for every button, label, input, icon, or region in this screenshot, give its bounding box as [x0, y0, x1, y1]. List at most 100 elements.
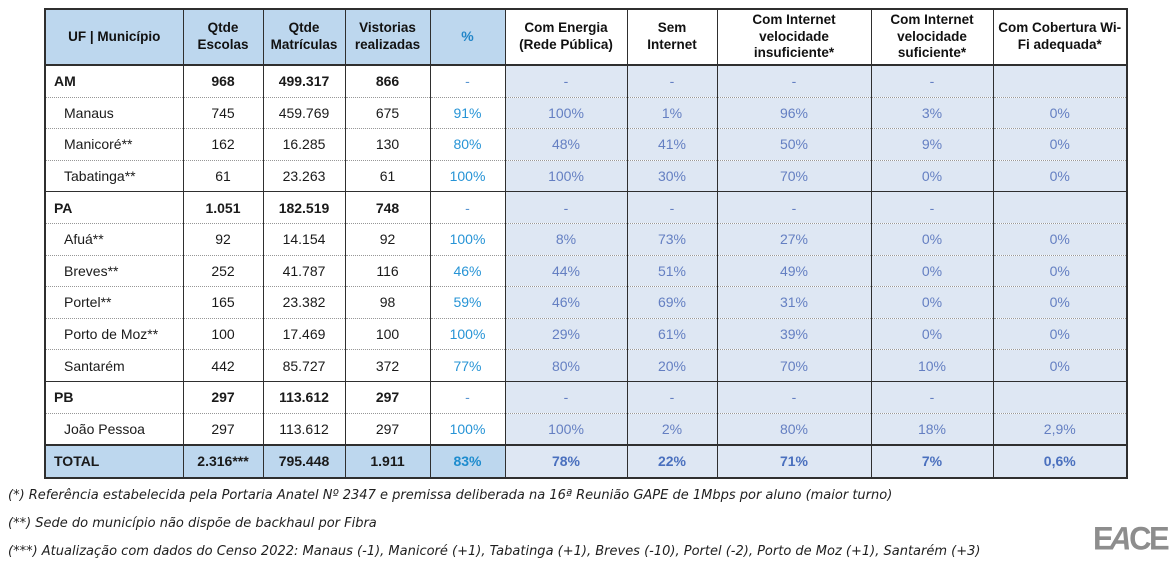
table-row: Afuá** 92 14.154 92 100% 8% 73% 27% 0% 0%	[44, 222, 1128, 256]
cell: -	[429, 380, 506, 414]
cell: 0%	[870, 254, 994, 287]
row-label: Tabatinga**	[44, 159, 184, 192]
cell: 100%	[429, 412, 506, 446]
row-label: Manaus	[44, 96, 184, 129]
cell: 1%	[626, 96, 718, 129]
row-label: PB	[44, 380, 184, 414]
cell: 61	[344, 159, 431, 192]
cell: 51%	[626, 254, 718, 287]
cell: -	[504, 64, 628, 98]
cell: 100%	[429, 317, 506, 350]
cell: 162	[182, 128, 264, 161]
table-row: Porto de Moz** 100 17.469 100 100% 29% 61% 39% 0…	[44, 317, 1128, 350]
table-row: Manaus 745 459.769 675 91% 100% 1% 96% 3% 0%	[44, 96, 1128, 129]
cell: 17.469	[262, 317, 346, 350]
cell: 113.612	[262, 412, 346, 446]
cell: 29%	[504, 317, 628, 350]
table-row: PA 1.051 182.519 748- - - - -	[44, 191, 1128, 224]
footnote-censo: (***) Atualização com dados do Censo 202…	[8, 544, 981, 559]
cell: -	[870, 380, 994, 414]
cell: 92	[344, 222, 431, 256]
column-header: Qtde Escolas	[182, 9, 264, 66]
cell: -	[429, 64, 506, 98]
cell: 0%	[992, 317, 1128, 350]
cell: 61	[182, 159, 264, 192]
cell: 10%	[870, 349, 994, 382]
cell: 18%	[870, 412, 994, 446]
row-label: PA	[44, 191, 184, 224]
cell: -	[716, 191, 872, 224]
cell: 83%	[429, 444, 506, 478]
table-row: Tabatinga** 61 23.263 61 100% 100% 30% 70% 0% 0%	[44, 159, 1128, 192]
row-label: Manicoré**	[44, 128, 184, 161]
cell: 0%	[992, 222, 1128, 256]
cell: 252	[182, 254, 264, 287]
cell: 71%	[716, 444, 872, 478]
cell: 96%	[716, 96, 872, 129]
cell: 795.448	[262, 444, 346, 478]
cell: 0%	[992, 96, 1128, 129]
cell: 73%	[626, 222, 718, 256]
cell: 0%	[992, 254, 1128, 287]
cell: 9%	[870, 128, 994, 161]
cell: 100	[182, 317, 264, 350]
cell: 22%	[626, 444, 718, 478]
row-label: Afuá**	[44, 222, 184, 256]
logo-letter: E	[1093, 520, 1114, 557]
cell: 0%	[870, 159, 994, 192]
cell: 297	[182, 412, 264, 446]
cell: 85.727	[262, 349, 346, 382]
cell: 297	[344, 412, 431, 446]
cell	[992, 380, 1128, 414]
eace-logo: EACE	[1093, 520, 1170, 558]
cell: -	[626, 191, 718, 224]
cell: 100	[344, 317, 431, 350]
column-header: Vistorias realizadas	[344, 9, 431, 66]
cell: 182.519	[262, 191, 346, 224]
header-row: UF | Município Qtde Escolas Qtde Matrícula…	[44, 9, 1128, 66]
cell: 80%	[429, 128, 506, 161]
cell: 459.769	[262, 96, 346, 129]
cell: 92	[182, 222, 264, 256]
footnote-backhaul: (**) Sede do município não dispõe de bac…	[8, 516, 377, 531]
cell: -	[429, 191, 506, 224]
cell: 1.911	[344, 444, 431, 478]
cell: 77%	[429, 349, 506, 382]
cell: 0%	[992, 128, 1128, 161]
cell: 100%	[504, 159, 628, 192]
cell: -	[870, 191, 994, 224]
cell: 2.316***	[182, 444, 264, 478]
row-label: Breves**	[44, 254, 184, 287]
cell: 14.154	[262, 222, 346, 256]
cell: 297	[344, 380, 431, 414]
cell: 70%	[716, 349, 872, 382]
cell: 23.263	[262, 159, 346, 192]
cell: -	[626, 380, 718, 414]
cell: 130	[344, 128, 431, 161]
cell: 866	[344, 64, 431, 98]
cell: 41%	[626, 128, 718, 161]
cell: 46%	[429, 254, 506, 287]
cell: 2,9%	[992, 412, 1128, 446]
cell: -	[504, 380, 628, 414]
table-row: Manicoré** 162 16.285 130 80% 48% 41% 50% 9% 0%	[44, 128, 1128, 161]
cell: 27%	[716, 222, 872, 256]
cell: 297	[182, 380, 264, 414]
column-header: Sem Internet	[626, 9, 718, 66]
cell: 46%	[504, 286, 628, 319]
cell: 0%	[992, 349, 1128, 382]
cell: 78%	[504, 444, 628, 478]
cell: 0%	[992, 159, 1128, 192]
cell: 16.285	[262, 128, 346, 161]
table-row: Breves** 252 41.787 116 46% 44% 51% 49% 0% 0%	[44, 254, 1128, 287]
cell: 100%	[504, 96, 628, 129]
cell: 745	[182, 96, 264, 129]
cell: 0%	[870, 317, 994, 350]
column-header: Com Internet velocidade insuficiente*	[716, 9, 872, 66]
cell: 98	[344, 286, 431, 319]
column-header: Qtde Matrículas	[262, 9, 346, 66]
cell: 59%	[429, 286, 506, 319]
cell: 499.317	[262, 64, 346, 98]
cell: 442	[182, 349, 264, 382]
cell: -	[716, 64, 872, 98]
